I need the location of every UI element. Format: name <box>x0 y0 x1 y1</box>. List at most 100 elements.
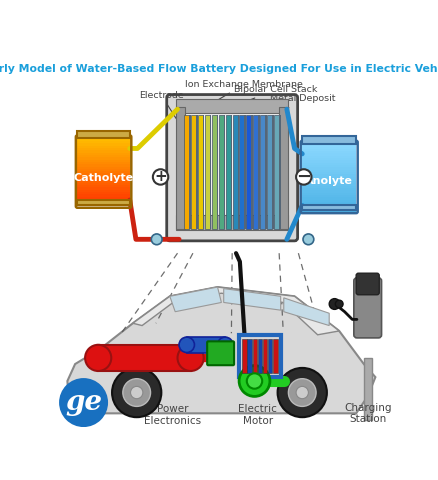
Bar <box>179 105 285 230</box>
Bar <box>78 190 130 192</box>
Bar <box>78 131 130 138</box>
Circle shape <box>336 300 343 308</box>
Bar <box>78 200 130 204</box>
Bar <box>224 115 225 228</box>
Bar <box>212 115 217 228</box>
Text: Charging
Station: Charging Station <box>344 403 392 424</box>
Bar <box>302 191 356 193</box>
Bar <box>302 156 356 158</box>
Circle shape <box>151 234 162 245</box>
Bar <box>196 115 198 228</box>
Text: Anolyte: Anolyte <box>305 176 353 186</box>
Bar <box>78 157 130 160</box>
Bar <box>176 107 185 228</box>
Text: Ion Exchange Membrane: Ion Exchange Membrane <box>185 80 303 102</box>
Bar <box>302 142 356 144</box>
Bar <box>302 188 356 191</box>
Bar <box>189 115 191 228</box>
Circle shape <box>218 337 233 352</box>
FancyBboxPatch shape <box>207 341 234 365</box>
Bar <box>78 178 130 181</box>
Bar <box>78 180 130 183</box>
Bar <box>78 201 130 204</box>
Bar <box>302 151 356 154</box>
Bar <box>184 115 189 228</box>
Bar <box>302 179 356 181</box>
Text: Electrode: Electrode <box>139 91 184 119</box>
Text: Catholyte: Catholyte <box>74 173 134 183</box>
Bar <box>78 167 130 169</box>
Bar <box>78 136 130 139</box>
Circle shape <box>296 386 308 399</box>
Bar <box>364 358 371 420</box>
Bar <box>253 115 258 228</box>
Bar <box>274 115 279 228</box>
Text: Early Model of Water-Based Flow Battery Designed For Use in Electric Vehicles: Early Model of Water-Based Flow Battery … <box>0 64 438 74</box>
Circle shape <box>278 368 327 417</box>
Bar <box>302 209 356 212</box>
Bar <box>302 158 356 161</box>
Text: +: + <box>154 169 167 184</box>
Bar <box>263 339 267 372</box>
Bar <box>78 171 130 174</box>
Bar <box>302 200 356 203</box>
Bar <box>78 183 130 185</box>
Bar <box>205 115 210 228</box>
Circle shape <box>239 366 270 396</box>
Bar <box>302 169 356 172</box>
Bar <box>302 206 356 209</box>
Bar <box>78 146 130 148</box>
Bar <box>78 162 130 165</box>
Bar <box>78 148 130 151</box>
Bar <box>78 173 130 176</box>
Bar <box>302 177 356 179</box>
Circle shape <box>296 169 311 185</box>
Bar <box>302 163 356 166</box>
Bar <box>78 176 130 179</box>
Bar <box>279 115 281 228</box>
Text: −: − <box>296 168 311 186</box>
Polygon shape <box>284 298 329 325</box>
Bar <box>302 195 356 198</box>
Bar <box>279 107 288 228</box>
Circle shape <box>112 368 161 417</box>
FancyBboxPatch shape <box>356 273 379 295</box>
Circle shape <box>85 345 111 371</box>
Bar <box>231 115 232 228</box>
Circle shape <box>179 337 194 352</box>
Bar <box>253 339 257 372</box>
Bar <box>210 115 212 228</box>
Polygon shape <box>170 287 221 312</box>
Bar <box>226 115 231 228</box>
Polygon shape <box>133 287 339 335</box>
Bar <box>260 115 265 228</box>
Circle shape <box>123 379 151 407</box>
Bar <box>237 115 239 228</box>
Circle shape <box>60 380 107 426</box>
Bar <box>302 154 356 156</box>
Bar <box>217 115 218 228</box>
Bar <box>302 204 356 207</box>
Bar <box>78 197 130 199</box>
Bar <box>267 115 272 228</box>
Circle shape <box>131 386 143 399</box>
Bar <box>247 339 252 372</box>
Bar <box>176 99 288 113</box>
Bar <box>78 150 130 153</box>
Bar <box>219 115 224 228</box>
Bar <box>258 115 260 228</box>
Bar <box>78 141 130 144</box>
Bar <box>302 146 356 149</box>
Bar <box>251 115 253 228</box>
Bar <box>176 215 288 230</box>
Bar <box>302 183 356 186</box>
Bar <box>302 197 356 200</box>
Bar <box>242 339 247 372</box>
Text: Bipolar Cell Stack: Bipolar Cell Stack <box>234 85 318 103</box>
Bar <box>302 172 356 175</box>
Bar <box>78 164 130 167</box>
Text: ge: ge <box>65 389 102 416</box>
Circle shape <box>153 169 168 185</box>
Bar <box>258 339 262 372</box>
Bar <box>272 115 274 228</box>
